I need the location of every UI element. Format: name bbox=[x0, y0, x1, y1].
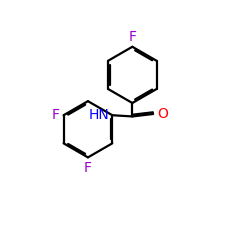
Text: O: O bbox=[157, 107, 168, 121]
Text: F: F bbox=[52, 108, 60, 122]
Text: HN: HN bbox=[89, 108, 110, 122]
Text: F: F bbox=[128, 30, 136, 44]
Text: F: F bbox=[84, 161, 92, 175]
